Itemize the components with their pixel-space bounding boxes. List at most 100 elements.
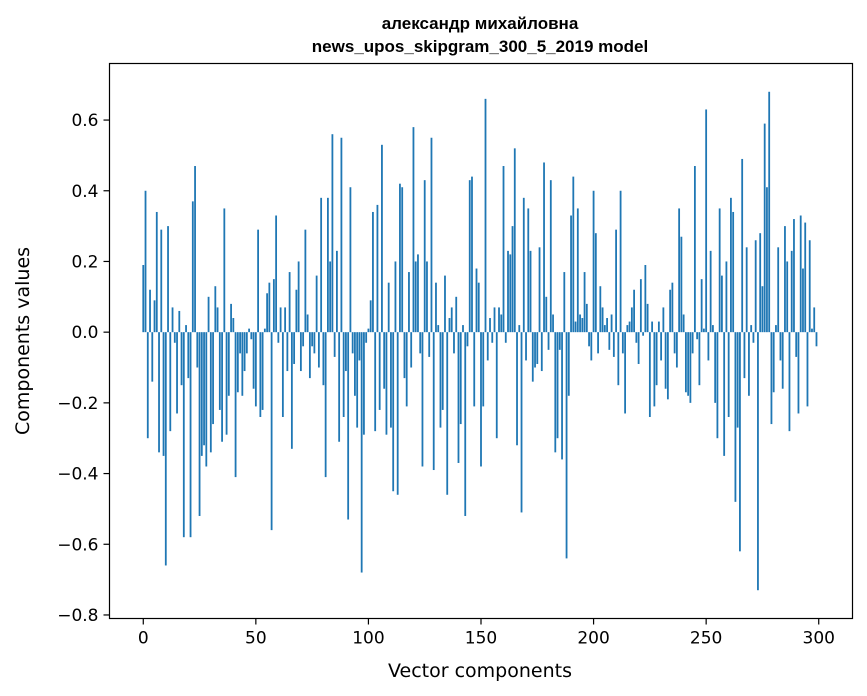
x-tick-label: 100: [352, 629, 384, 649]
bar: [664, 332, 667, 389]
bar: [772, 332, 775, 393]
bar: [610, 314, 613, 333]
bar: [317, 332, 320, 368]
bar: [653, 332, 656, 407]
bar: [191, 201, 194, 333]
bar: [675, 332, 678, 368]
bar: [171, 307, 174, 333]
bar: [486, 332, 489, 361]
bar: [689, 332, 692, 403]
bar: [176, 332, 178, 414]
bar: [682, 314, 685, 333]
bar: [498, 307, 500, 333]
bar: [781, 332, 784, 389]
bar: [574, 321, 577, 333]
bar: [660, 332, 663, 361]
bar: [205, 332, 208, 467]
x-axis-label: Vector components: [388, 660, 572, 682]
bar: [275, 215, 278, 333]
bar: [680, 236, 683, 333]
bar: [693, 166, 696, 333]
bar: [360, 332, 363, 573]
bar: [775, 325, 777, 333]
bar: [446, 332, 449, 495]
bar: [786, 261, 789, 333]
bar: [227, 332, 230, 396]
bar: [272, 279, 275, 333]
bar: [624, 332, 626, 414]
bar: [430, 137, 433, 333]
bar: [642, 332, 645, 336]
bar: [387, 282, 390, 333]
bar: [290, 332, 293, 449]
bar: [538, 247, 541, 333]
x-tick-label: 200: [577, 629, 609, 649]
bar: [336, 250, 338, 333]
bar: [583, 272, 586, 333]
bar: [561, 332, 563, 460]
bar: [696, 332, 699, 340]
bar: [151, 332, 154, 382]
bar: [286, 332, 289, 372]
bar: [410, 332, 413, 368]
bar: [750, 325, 753, 333]
bar: [331, 134, 334, 333]
bar: [158, 332, 160, 453]
bar: [585, 303, 588, 333]
bar: [808, 240, 811, 333]
bar: [527, 208, 530, 333]
bar: [678, 208, 681, 333]
bar: [322, 332, 325, 386]
bar: [748, 332, 750, 396]
bar: [232, 318, 235, 333]
bar: [603, 325, 606, 333]
bar: [455, 296, 458, 333]
bar: [236, 332, 239, 393]
bar: [734, 332, 737, 502]
bar: [160, 229, 163, 333]
bar: [414, 261, 417, 333]
y-tick-label: −0.8: [57, 606, 98, 626]
bar: [437, 325, 440, 333]
ticks-group: 0 50 100 150 200 250 300 −0.8 −0.6 −0.4 −0.2 0.0 0.2…: [57, 111, 835, 648]
bar: [169, 332, 172, 432]
bar: [567, 332, 570, 396]
bar: [763, 123, 766, 333]
bar: [284, 307, 287, 333]
bar: [639, 279, 642, 333]
bar: [311, 332, 314, 347]
bar: [662, 307, 665, 333]
y-tick-label: 0.4: [71, 182, 98, 202]
bar: [565, 332, 568, 559]
bar: [173, 332, 176, 343]
bar: [453, 332, 455, 354]
bar: [563, 272, 566, 333]
bar: [189, 332, 192, 538]
bar: [412, 127, 415, 333]
bar: [759, 233, 762, 333]
bar: [804, 222, 807, 333]
bar: [554, 332, 557, 453]
bar: [266, 293, 269, 333]
bar: [149, 289, 151, 333]
bar: [162, 332, 165, 456]
bar: [531, 332, 534, 382]
bar: [741, 158, 744, 333]
bar: [345, 332, 347, 372]
x-tick-label: 0: [138, 629, 149, 649]
bar: [570, 215, 572, 333]
bar: [435, 282, 437, 333]
bar: [545, 296, 548, 333]
bar: [761, 286, 764, 333]
bar: [790, 250, 793, 333]
bar: [358, 332, 361, 361]
bar: [725, 261, 728, 333]
bar: [241, 332, 244, 396]
bar: [464, 332, 467, 516]
bar: [657, 321, 660, 333]
bar: [333, 332, 336, 357]
bars-group: [142, 91, 818, 591]
bar: [757, 332, 759, 591]
bar: [302, 332, 305, 347]
